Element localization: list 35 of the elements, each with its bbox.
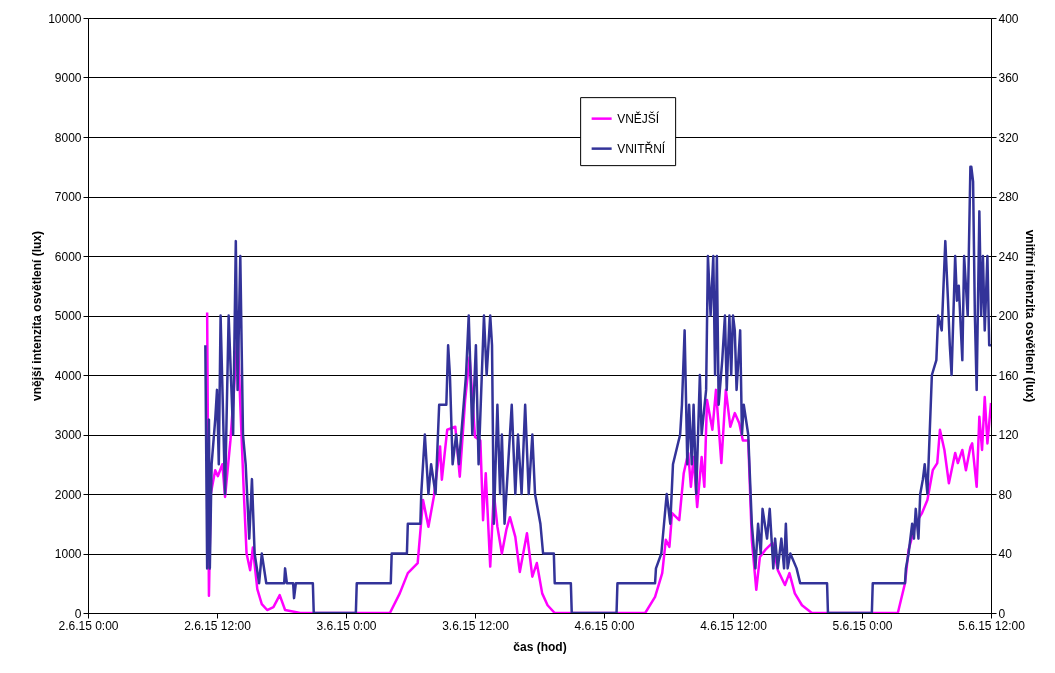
legend-label: VNĚJŠÍ: [617, 110, 660, 126]
x-tick-label: 3.6.15 0:00: [316, 618, 377, 633]
x-axis-title: čas (hod): [513, 639, 567, 654]
y-tick-label: 7000: [54, 190, 82, 204]
y-axis-title: vnější intenzita osvětlení (lux): [30, 230, 45, 402]
y-tick-label: 4000: [54, 368, 82, 383]
y-tick-label: 2000: [54, 487, 82, 502]
y2-tick-label: 120: [998, 428, 1019, 442]
y-tick-label: 1000: [54, 547, 82, 561]
y-tick-label: 8000: [54, 130, 82, 145]
x-tick-label: 4.6.15 12:00: [700, 618, 768, 633]
x-tick-label: 4.6.15 0:00: [574, 618, 635, 633]
y-tick-label: 10000: [48, 11, 82, 26]
x-tick-label: 5.6.15 12:00: [958, 618, 1026, 633]
y2-tick-label: 200: [998, 309, 1019, 323]
y2-tick-label: 240: [998, 249, 1019, 264]
x-tick-label: 2.6.15 0:00: [58, 618, 119, 633]
y2-tick-label: 160: [998, 368, 1019, 383]
y-tick-label: 0: [74, 606, 82, 621]
y2-tick-label: 40: [998, 547, 1013, 561]
y-tick-label: 9000: [54, 71, 82, 85]
y2-tick-label: 280: [998, 190, 1019, 204]
y2-tick-label: 360: [998, 71, 1019, 85]
y-tick-label: 5000: [54, 309, 82, 323]
y2-tick-label: 320: [998, 130, 1019, 145]
x-tick-label: 2.6.15 12:00: [184, 618, 252, 633]
x-tick-label: 3.6.15 12:00: [442, 618, 510, 633]
y2-tick-label: 80: [998, 487, 1013, 502]
y2-axis-title: vnitřní intenzita osvětlení (lux): [1022, 229, 1037, 403]
y-tick-label: 3000: [54, 428, 82, 442]
y-tick-label: 6000: [54, 249, 82, 264]
y2-tick-label: 0: [998, 606, 1006, 621]
y2-tick-label: 400: [998, 11, 1019, 26]
legend-label: VNITŘNÍ: [617, 140, 666, 156]
x-tick-label: 5.6.15 0:00: [832, 618, 893, 633]
